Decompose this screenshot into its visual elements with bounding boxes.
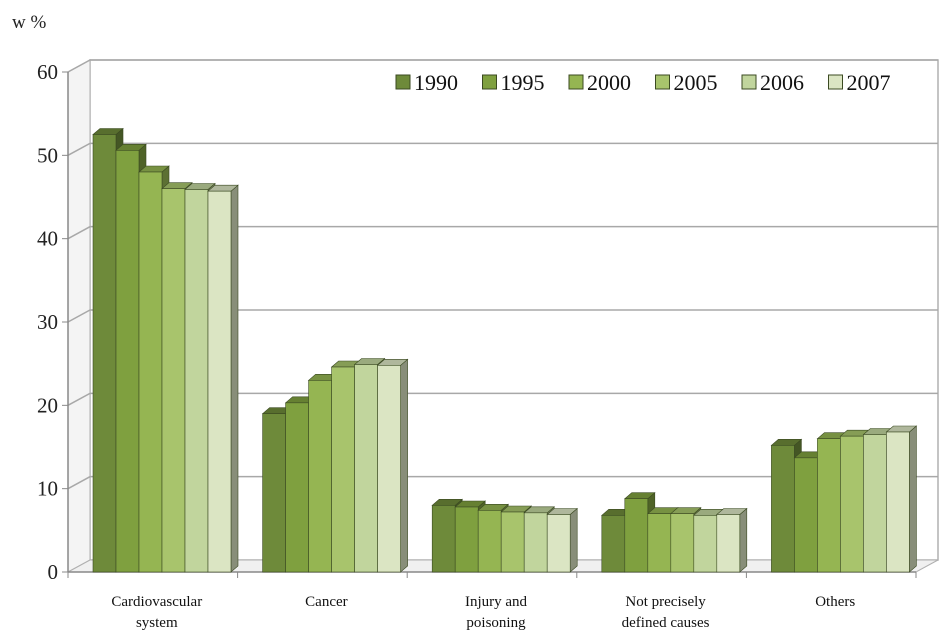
- x-category-label-line: Cancer: [305, 594, 347, 610]
- bar-front: [377, 365, 401, 573]
- x-category-label-line: defined causes: [622, 615, 710, 631]
- x-category-label-line: Others: [815, 594, 855, 610]
- legend-item: 2000: [568, 70, 631, 95]
- bar-front: [716, 514, 741, 573]
- legend-item: 2007: [828, 70, 891, 95]
- x-category-label-line: Injury and: [465, 594, 528, 610]
- legend-swatch: [482, 74, 497, 90]
- y-tick-label: 50: [37, 143, 58, 167]
- bar-front: [115, 150, 140, 573]
- legend-swatch: [568, 74, 584, 90]
- x-category-label: Injury and poisoning: [465, 594, 528, 631]
- y-axis-label: w %: [12, 12, 46, 33]
- x-category-label-line: system: [136, 615, 178, 631]
- bar: [885, 425, 918, 573]
- bar-front: [431, 505, 456, 573]
- bar: [546, 507, 579, 573]
- y-tick-label: 10: [37, 477, 58, 501]
- gridlines: [67, 59, 938, 490]
- x-category-label: Others: [815, 594, 855, 610]
- x-category-label-line: Not precisely: [625, 594, 706, 610]
- bar-front: [670, 513, 695, 573]
- bar-side: [400, 358, 408, 573]
- bar-front: [138, 171, 163, 573]
- bar-front: [886, 431, 910, 573]
- legend: 1990 1995 2000 2005 2006 2007: [395, 70, 891, 95]
- bars: [92, 127, 918, 573]
- bar-front: [771, 445, 795, 573]
- legend-label: 2006: [760, 70, 804, 95]
- bar-front: [184, 189, 209, 573]
- bar: [715, 507, 748, 573]
- legend-label: 2005: [674, 70, 718, 95]
- x-category-label-line: Cardiovascular: [111, 594, 202, 610]
- legend-label: 1995: [501, 70, 545, 95]
- x-category-label: Cancer: [305, 594, 347, 610]
- legend-item: 1995: [482, 70, 545, 95]
- bar-front: [92, 134, 117, 573]
- x-category-label-line: poisoning: [466, 615, 526, 631]
- bar-front: [817, 438, 841, 573]
- bar-side: [230, 184, 239, 573]
- bar-front: [840, 435, 864, 573]
- bar-front: [285, 402, 309, 573]
- bar-side: [909, 425, 917, 573]
- x-category-label: Cardiovascular system: [111, 594, 202, 631]
- bar-front: [262, 413, 286, 573]
- bar-side: [569, 507, 578, 573]
- bar-front: [601, 515, 626, 573]
- legend-label: 1990: [414, 70, 458, 95]
- bar-front: [693, 515, 718, 573]
- bar-front: [647, 513, 672, 573]
- y-tick-label: 40: [37, 227, 58, 251]
- bar-front: [354, 364, 378, 573]
- bar-front: [546, 514, 571, 573]
- y-tick-labels: 0 10 20 30 40 50 60: [37, 60, 58, 584]
- y-tick-label: 30: [37, 310, 58, 334]
- gridline: [67, 475, 938, 490]
- legend-label: 2000: [587, 70, 631, 95]
- bar-front: [331, 366, 355, 573]
- legend-swatch: [395, 74, 411, 90]
- legend-swatch: [741, 74, 757, 90]
- bar-front: [523, 512, 548, 573]
- gridline: [67, 59, 938, 73]
- legend-swatch: [828, 74, 843, 90]
- bar-front: [500, 511, 525, 573]
- legend-item: 2005: [655, 70, 718, 95]
- bar-front: [477, 510, 502, 573]
- bar-front: [207, 190, 232, 573]
- legend-swatch: [655, 74, 670, 90]
- gridline: [67, 392, 938, 406]
- x-category-label: Not precisely defined causes: [622, 594, 710, 631]
- gridline: [67, 225, 938, 240]
- bar-front: [863, 434, 887, 573]
- gridline: [67, 309, 938, 323]
- bar-front: [794, 457, 818, 573]
- gridline: [67, 142, 938, 156]
- x-category-labels: Cardiovascular system Cancer Injury and pois…: [111, 594, 855, 631]
- bar-front: [161, 188, 186, 573]
- bar-side: [739, 507, 748, 573]
- y-tick-label: 0: [48, 560, 59, 584]
- legend-item: 1990: [395, 70, 458, 95]
- bar-front: [308, 380, 332, 573]
- bar: [376, 358, 409, 573]
- legend-label: 2007: [847, 70, 891, 95]
- y-tick-label: 60: [37, 60, 58, 84]
- y-tick-label: 20: [37, 393, 58, 417]
- bar-front: [624, 498, 649, 573]
- bar-front: [454, 506, 479, 573]
- bar: [207, 184, 239, 573]
- legend-item: 2006: [741, 70, 804, 95]
